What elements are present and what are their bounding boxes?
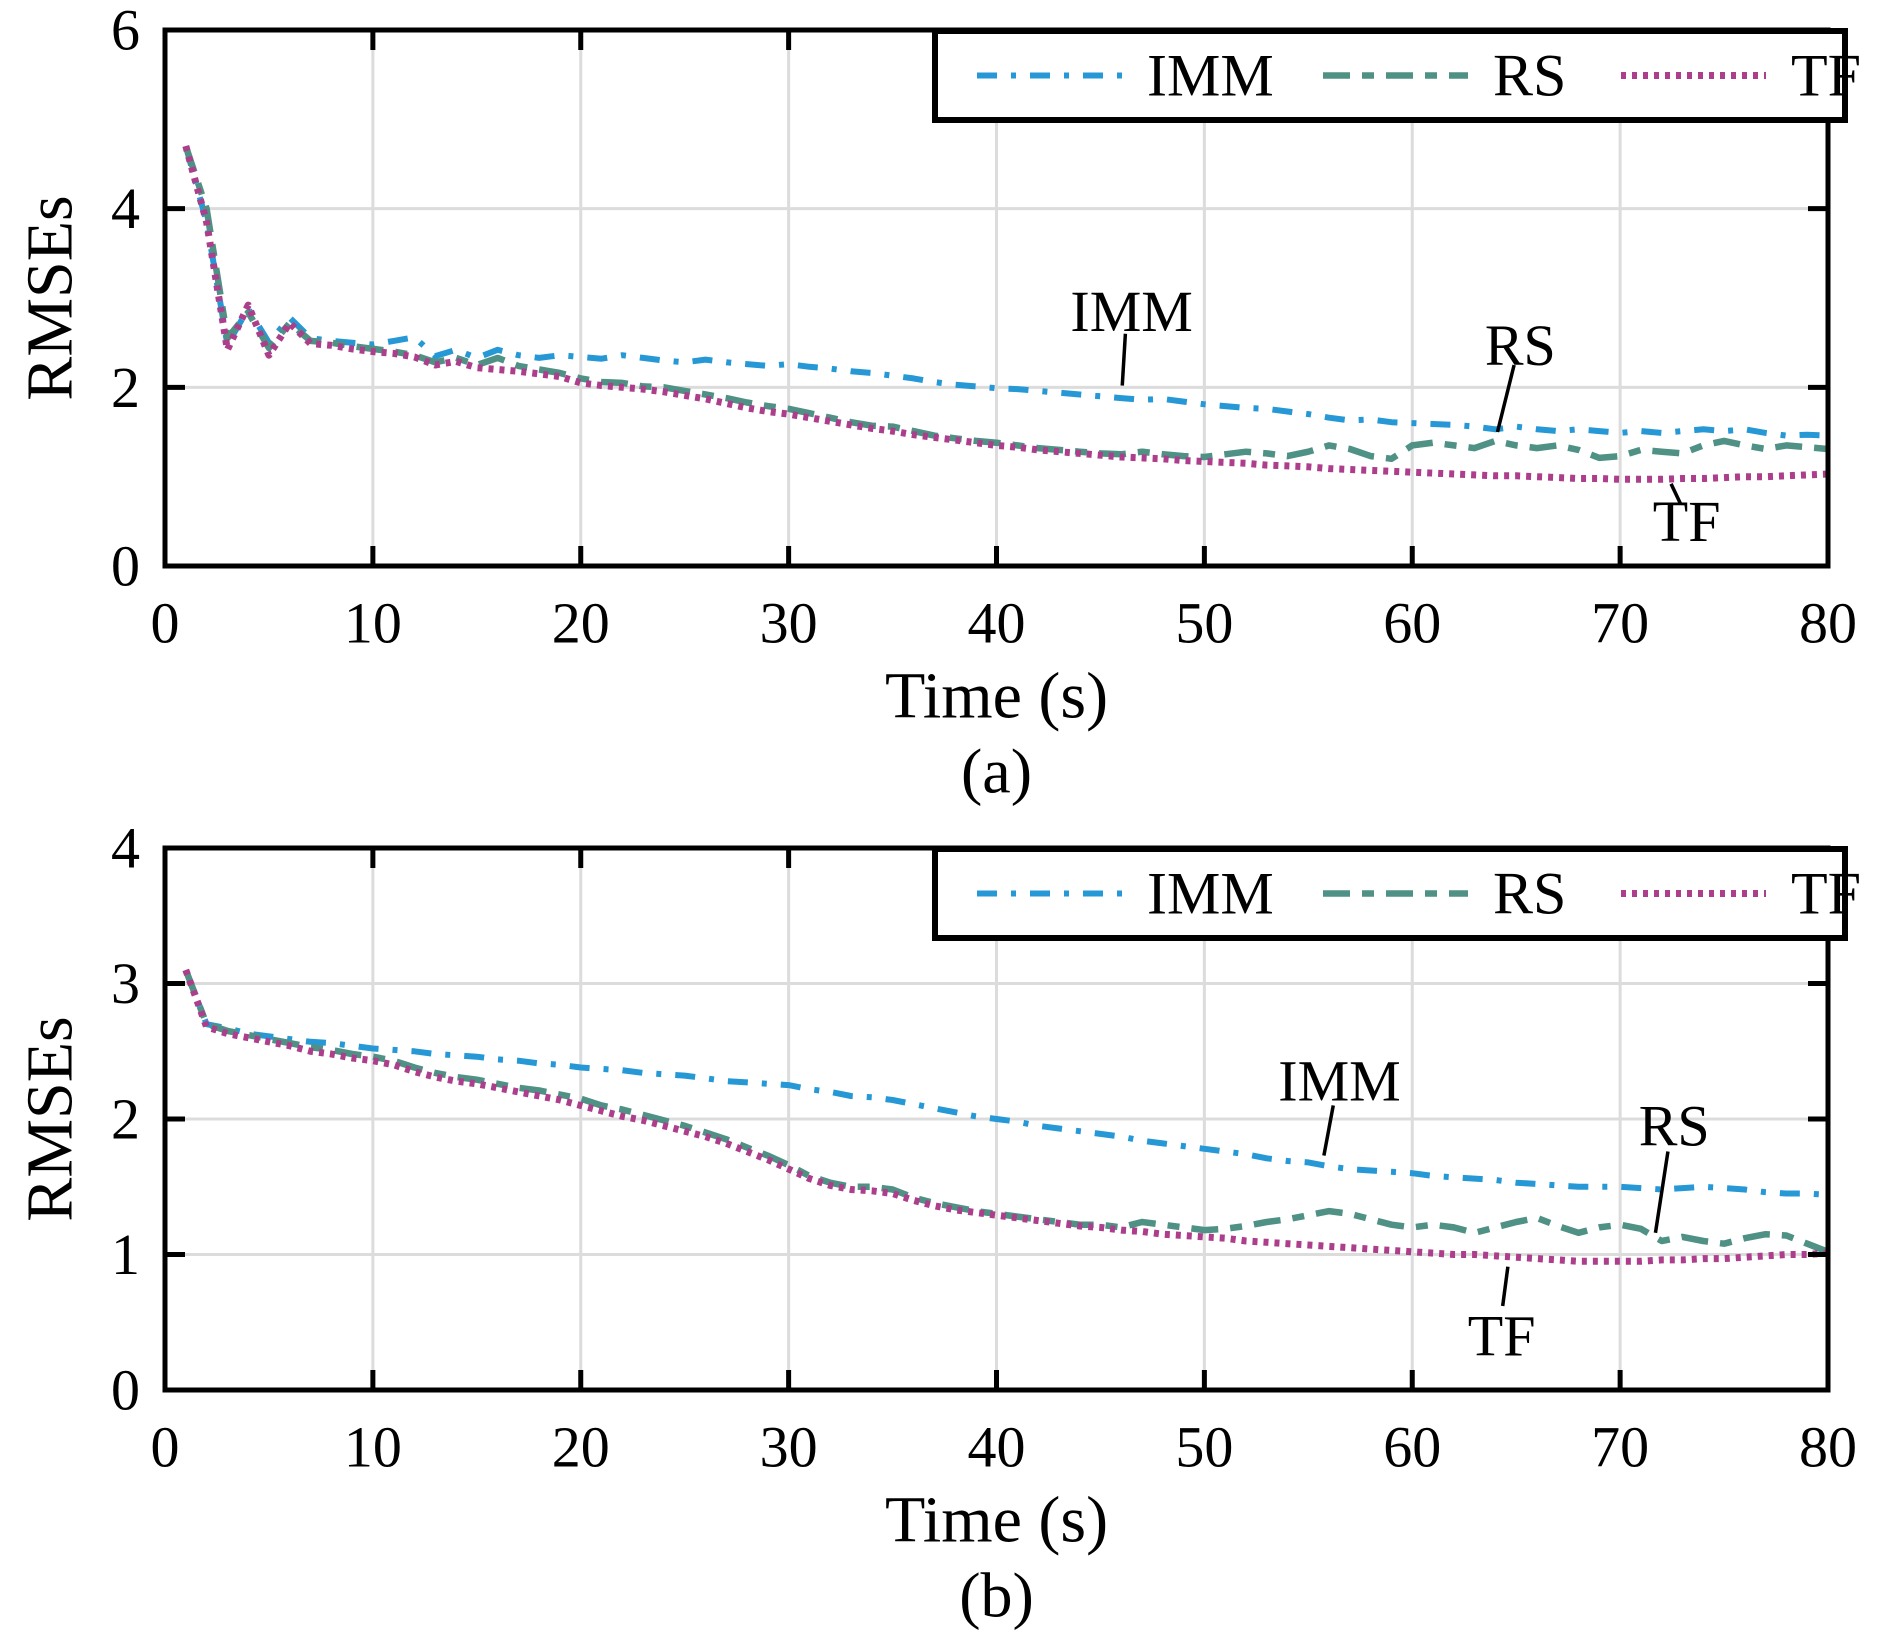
annotation-label-imm-b: IMM (1278, 1049, 1400, 1114)
annotation-label-tf-a: TF (1653, 489, 1721, 554)
legend-label-rs-b: RS (1493, 861, 1566, 927)
annotation-line-imm-a (1120, 333, 1128, 386)
x-tick-label-b-50: 50 (1175, 1415, 1233, 1480)
legend-label-imm-b: IMM (1147, 861, 1274, 927)
x-tick-label-a-40: 40 (968, 591, 1026, 656)
x-tick-label-b-20: 20 (552, 1415, 610, 1480)
series-tf-line-a (182, 145, 1829, 483)
x-tick-label-b-0: 0 (151, 1415, 180, 1480)
x-axis-label-a: Time (s) (885, 660, 1108, 733)
subplot-caption-a: (a) (961, 736, 1032, 807)
y-tick-label-b-1: 1 (111, 1222, 140, 1287)
x-tick-label-a-30: 30 (760, 591, 818, 656)
x-tick-label-b-70: 70 (1591, 1415, 1649, 1480)
y-tick-label-b-2: 2 (111, 1087, 140, 1152)
x-tick-label-a-50: 50 (1175, 591, 1233, 656)
annotation-line-tf-b (1500, 1266, 1510, 1307)
series-tf-line-b (182, 968, 1829, 1265)
x-tick-label-a-70: 70 (1591, 591, 1649, 656)
x-tick-label-b-40: 40 (968, 1415, 1026, 1480)
series-rs-line-a (182, 145, 1829, 463)
x-tick-label-b-60: 60 (1383, 1415, 1441, 1480)
annotation-line-rs-a (1495, 364, 1516, 433)
series-rs-line-b (182, 968, 1830, 1255)
x-tick-label-b-30: 30 (760, 1415, 818, 1480)
y-tick-label-a-6: 6 (111, 0, 140, 63)
y-tick-label-a-4: 4 (111, 176, 140, 241)
annotation-label-rs-b: RS (1639, 1093, 1710, 1158)
legend-label-tf-a: TF (1791, 43, 1861, 109)
subplot-caption-b: (b) (959, 1560, 1034, 1631)
y-tick-label-a-0: 0 (111, 534, 140, 599)
legend-label-rs-a: RS (1493, 43, 1566, 109)
x-tick-label-a-80: 80 (1799, 591, 1857, 656)
x-tick-label-a-10: 10 (344, 591, 402, 656)
legend-label-imm-a: IMM (1147, 43, 1274, 109)
annotation-line-rs-b (1653, 1151, 1670, 1234)
x-tick-label-a-0: 0 (151, 591, 180, 656)
y-tick-label-b-4: 4 (111, 816, 140, 881)
x-axis-label-b: Time (s) (885, 1484, 1108, 1557)
x-tick-label-a-60: 60 (1383, 591, 1441, 656)
annotation-line-imm-b (1322, 1105, 1335, 1156)
x-tick-label-b-80: 80 (1799, 1415, 1857, 1480)
y-axis-label-b: RMSEs (14, 1016, 87, 1221)
annotation-label-tf-b: TF (1468, 1303, 1536, 1368)
y-tick-label-b-0: 0 (111, 1358, 140, 1423)
annotation-line-tf-a (1669, 483, 1682, 505)
x-tick-label-b-10: 10 (344, 1415, 402, 1480)
series-imm-line-b (182, 968, 1829, 1198)
series-imm-line-a (182, 145, 1829, 439)
legend-label-tf-b: TF (1791, 861, 1861, 927)
y-axis-label-a: RMSEs (14, 195, 87, 400)
annotation-label-imm-a: IMM (1070, 279, 1192, 344)
y-tick-label-a-2: 2 (111, 355, 140, 420)
y-tick-label-b-3: 3 (111, 951, 140, 1016)
annotation-label-rs-a: RS (1485, 313, 1556, 378)
x-tick-label-a-20: 20 (552, 591, 610, 656)
